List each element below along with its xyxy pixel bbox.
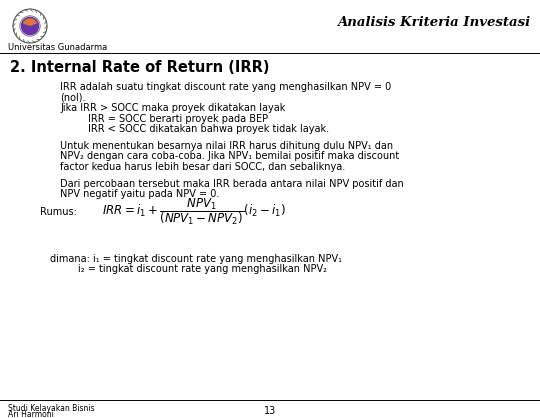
Text: IRR = SOCC berarti proyek pada BEP: IRR = SOCC berarti proyek pada BEP bbox=[88, 114, 268, 123]
Text: dimana: i₁ = tingkat discount rate yang menghasilkan NPV₁: dimana: i₁ = tingkat discount rate yang … bbox=[50, 254, 342, 264]
Wedge shape bbox=[23, 18, 37, 26]
Text: NPV negatif yaitu pada NPV = 0.: NPV negatif yaitu pada NPV = 0. bbox=[60, 189, 219, 199]
Text: Jika IRR > SOCC maka proyek dikatakan layak: Jika IRR > SOCC maka proyek dikatakan la… bbox=[60, 103, 285, 113]
Text: Ari Harmoni: Ari Harmoni bbox=[8, 410, 54, 418]
Text: Rumus:: Rumus: bbox=[40, 207, 77, 217]
Text: Studi Kelayakan Bisnis: Studi Kelayakan Bisnis bbox=[8, 404, 94, 413]
Text: Analisis Kriteria Investasi: Analisis Kriteria Investasi bbox=[337, 15, 530, 28]
Text: $IRR = i_1 + \dfrac{NPV_1}{(NPV_1 - NPV_2)}(i_2 - i_1)$: $IRR = i_1 + \dfrac{NPV_1}{(NPV_1 - NPV_… bbox=[102, 196, 286, 227]
Text: 13: 13 bbox=[264, 406, 276, 416]
Text: NPV₂ dengan cara coba-coba. Jika NPV₁ bemilai positif maka discount: NPV₂ dengan cara coba-coba. Jika NPV₁ be… bbox=[60, 151, 399, 161]
Text: (nol).: (nol). bbox=[60, 92, 85, 102]
Text: factor kedua harus lebih besar dari SOCC, dan sebaliknya.: factor kedua harus lebih besar dari SOCC… bbox=[60, 162, 345, 172]
Circle shape bbox=[21, 17, 39, 36]
Text: Universitas Gunadarma: Universitas Gunadarma bbox=[8, 43, 107, 53]
Text: 2. Internal Rate of Return (IRR): 2. Internal Rate of Return (IRR) bbox=[10, 61, 269, 76]
Text: Untuk menentukan besarnya nilai IRR harus dihitung dulu NPV₁ dan: Untuk menentukan besarnya nilai IRR haru… bbox=[60, 141, 393, 151]
Text: IRR < SOCC dikatakan bahwa proyek tidak layak.: IRR < SOCC dikatakan bahwa proyek tidak … bbox=[88, 124, 329, 134]
Text: IRR adalah suatu tingkat discount rate yang menghasilkan NPV = 0: IRR adalah suatu tingkat discount rate y… bbox=[60, 82, 392, 92]
Text: Dari percobaan tersebut maka IRR berada antara nilai NPV positif dan: Dari percobaan tersebut maka IRR berada … bbox=[60, 178, 404, 189]
Text: i₂ = tingkat discount rate yang menghasilkan NPV₂: i₂ = tingkat discount rate yang menghasi… bbox=[78, 264, 327, 274]
